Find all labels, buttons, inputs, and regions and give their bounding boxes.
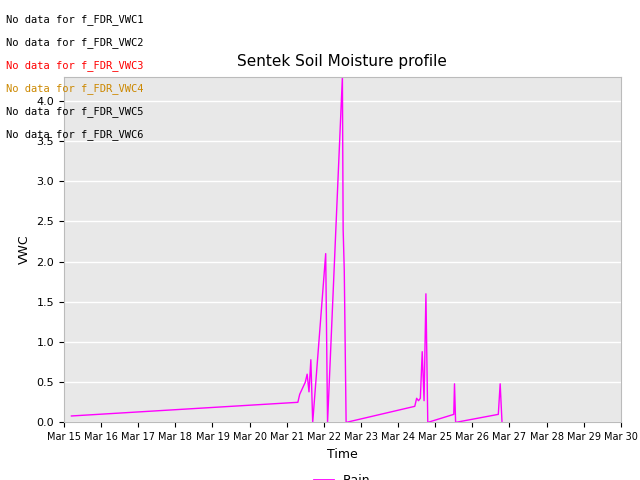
Title: Sentek Soil Moisture profile: Sentek Soil Moisture profile bbox=[237, 54, 447, 69]
Legend: Rain: Rain bbox=[309, 469, 376, 480]
Text: No data for f_FDR_VWC2: No data for f_FDR_VWC2 bbox=[6, 36, 144, 48]
Text: No data for f_FDR_VWC4: No data for f_FDR_VWC4 bbox=[6, 83, 144, 94]
Text: No data for f_FDR_VWC5: No data for f_FDR_VWC5 bbox=[6, 106, 144, 117]
Text: No data for f_FDR_VWC3: No data for f_FDR_VWC3 bbox=[6, 60, 144, 71]
Text: No data for f_FDR_VWC6: No data for f_FDR_VWC6 bbox=[6, 129, 144, 140]
X-axis label: Time: Time bbox=[327, 448, 358, 461]
Text: No data for f_FDR_VWC1: No data for f_FDR_VWC1 bbox=[6, 13, 144, 24]
Y-axis label: VWC: VWC bbox=[18, 235, 31, 264]
